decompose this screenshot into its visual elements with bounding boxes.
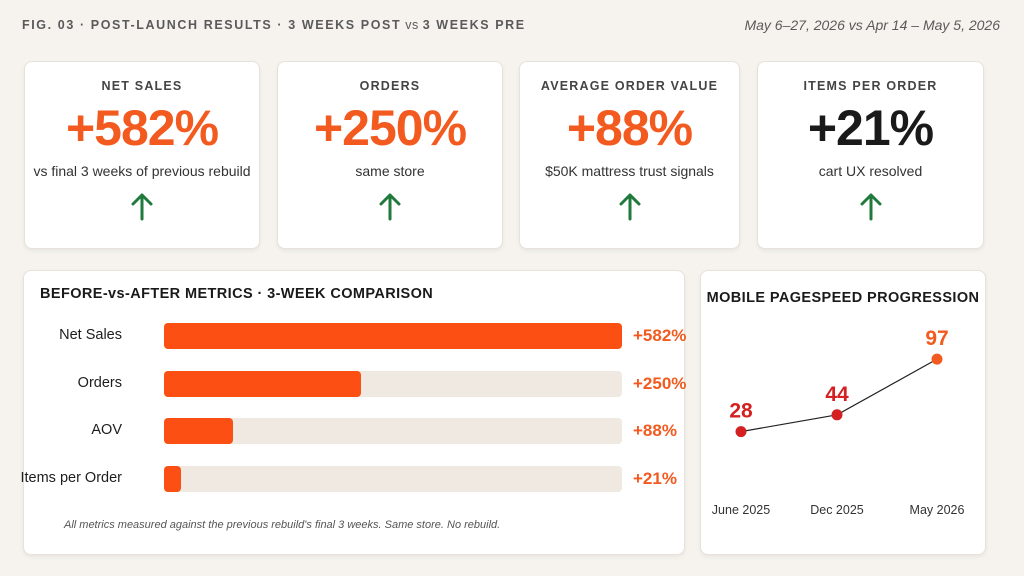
figure-title-vs: vs <box>401 18 423 32</box>
pagespeed-value-label: 28 <box>729 400 753 423</box>
kpi-value: +88% <box>566 100 693 156</box>
kpi-subtitle: same store <box>355 163 425 179</box>
pagespeed-point <box>931 353 943 365</box>
pagespeed-value-label: 97 <box>925 327 948 350</box>
bar-track <box>164 371 622 397</box>
bar-row: Orders +250% <box>24 369 687 399</box>
bar-track <box>164 418 622 444</box>
figure-title: FIG. 03 · POST-LAUNCH RESULTS · 3 WEEKS … <box>22 18 526 32</box>
bar-value-label: +21% <box>633 469 677 488</box>
comparison-title: BEFORE-vs-AFTER METRICS · 3-WEEK COMPARI… <box>40 286 434 302</box>
bar-track <box>164 323 622 349</box>
figure-title-tail: 3 WEEKS PRE <box>422 18 526 32</box>
kpi-card-items-per-order: ITEMS PER ORDER +21% cart UX resolved <box>757 61 984 249</box>
figure-title-main: FIG. 03 · POST-LAUNCH RESULTS · 3 WEEKS … <box>22 18 402 32</box>
kpi-card-orders: ORDERS +250% same store <box>277 61 503 249</box>
bar-category-label: Net Sales <box>59 327 122 343</box>
bar-value-label: +582% <box>633 326 687 345</box>
kpi-subtitle: $50K mattress trust signals <box>545 163 714 179</box>
arrow-up-icon <box>25 191 259 227</box>
date-range: May 6–27, 2026 vs Apr 14 – May 5, 2026 <box>744 17 1000 33</box>
bar-category-label: AOV <box>91 422 122 438</box>
kpi-label: ORDERS <box>359 79 421 93</box>
pagespeed-point <box>831 409 843 421</box>
kpi-card-net-sales: NET SALES +582% vs final 3 weeks of prev… <box>24 61 260 249</box>
kpi-label: AVERAGE ORDER VALUE <box>540 79 719 93</box>
kpi-subtitle: cart UX resolved <box>818 163 923 179</box>
arrow-up-icon <box>520 191 739 227</box>
comparison-panel: BEFORE-vs-AFTER METRICS · 3-WEEK COMPARI… <box>20 270 687 555</box>
kpi-label: NET SALES <box>101 79 183 93</box>
pagespeed-panel: MOBILE PAGESPEED PROGRESSION 28 June 2025… <box>700 270 986 555</box>
bar-category-label: Items per Order <box>20 470 122 486</box>
pagespeed-title: MOBILE PAGESPEED PROGRESSION <box>706 290 980 306</box>
bar-row: Items per Order +21% <box>20 464 684 494</box>
bar-row: AOV +88% <box>24 416 684 446</box>
bar-value-label: +250% <box>633 374 687 393</box>
kpi-subtitle: vs final 3 weeks of previous rebuild <box>33 163 251 179</box>
kpi-value: +250% <box>313 100 467 156</box>
bar-track <box>164 466 622 492</box>
pagespeed-x-tick-label: Dec 2025 <box>810 503 864 517</box>
kpi-value: +21% <box>807 100 934 156</box>
pagespeed-value-label: 44 <box>825 383 849 406</box>
arrow-up-icon <box>278 191 502 227</box>
bar <box>164 371 361 397</box>
bar <box>164 323 622 349</box>
bar-value-label: +88% <box>633 421 677 440</box>
pagespeed-point <box>735 426 747 438</box>
pagespeed-line-chart: 28 June 2025 44 Dec 2025 97 May 2026 <box>712 327 965 517</box>
pagespeed-x-tick-label: June 2025 <box>712 503 770 517</box>
bar <box>164 418 234 444</box>
kpi-value: +582% <box>65 100 219 156</box>
pagespeed-x-tick-label: May 2026 <box>910 503 965 517</box>
kpi-label: ITEMS PER ORDER <box>803 79 938 93</box>
bar-row: Net Sales +582% <box>24 321 687 351</box>
bar-category-label: Orders <box>77 375 122 391</box>
bar <box>164 466 181 492</box>
kpi-card-aov: AVERAGE ORDER VALUE +88% $50K mattress t… <box>519 61 740 249</box>
footnote: All metrics measured against the previou… <box>64 519 501 531</box>
arrow-up-icon <box>758 191 983 227</box>
